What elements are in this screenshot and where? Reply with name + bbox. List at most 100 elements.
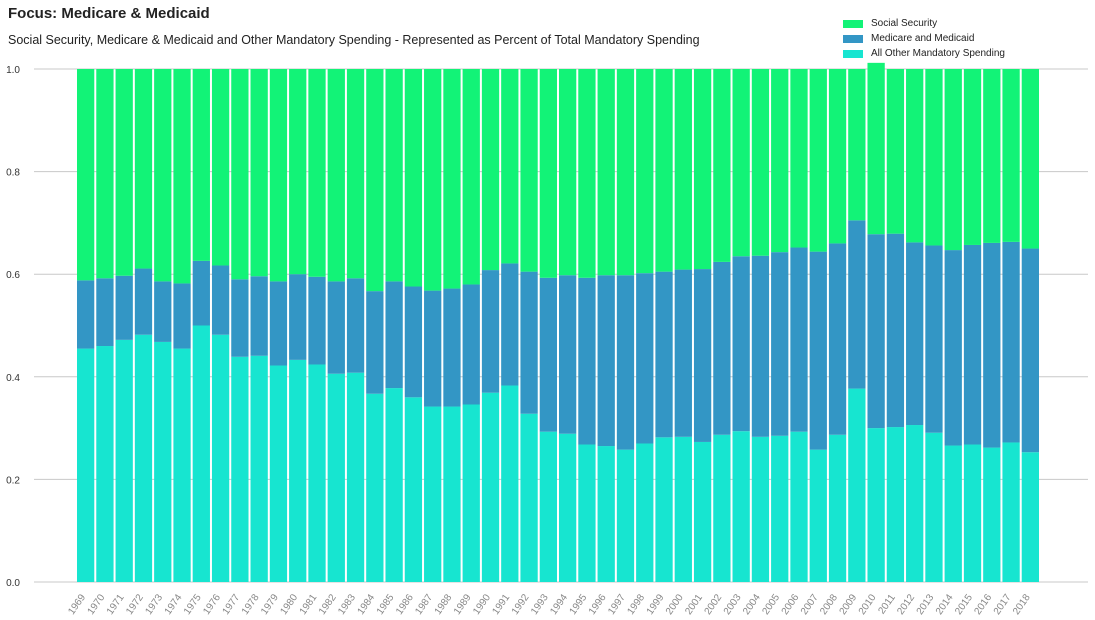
bar-segment-social-security [269, 69, 288, 282]
bar-segment-other [732, 431, 750, 582]
y-tick-label: 0.6 [6, 270, 20, 281]
bar-segment-medicare-medicaid [790, 247, 808, 432]
bar-segment-social-security [462, 69, 480, 285]
x-tick-label: 1971 [105, 592, 127, 617]
bar-segment-social-security [115, 69, 133, 276]
bar-segment-medicare-medicaid [115, 275, 133, 340]
bar-segment-medicare-medicaid [77, 280, 95, 349]
bar-segment-other [539, 431, 557, 582]
bar-segment-social-security [134, 69, 153, 269]
bar-segment-social-security [983, 69, 1001, 243]
bar-segment-other [1002, 442, 1020, 582]
bar-segment-medicare-medicaid [231, 279, 249, 357]
bar-segment-other [366, 393, 384, 582]
bar-segment-medicare-medicaid [346, 278, 365, 373]
y-tick-label: 0.0 [6, 578, 20, 589]
bar-segment-social-security [404, 69, 423, 287]
bar-segment-other [424, 406, 442, 582]
x-tick-label: 1983 [336, 592, 358, 617]
bar-segment-social-security [1021, 69, 1039, 249]
bar-segment-medicare-medicaid [886, 233, 905, 428]
bar-segment-other [674, 436, 692, 582]
bar-segment-social-security [925, 69, 943, 246]
bar-segment-social-security [674, 69, 692, 270]
bar-segment-social-security [848, 69, 866, 221]
bar-segment-other [327, 373, 345, 582]
y-tick-label: 0.8 [6, 168, 20, 179]
bar-segment-social-security [828, 69, 847, 244]
bar-segment-social-security [366, 69, 384, 292]
x-tick-label: 2017 [992, 592, 1014, 617]
bar-segment-other [809, 449, 827, 582]
bar-segment-social-security [963, 69, 982, 245]
bar-segment-medicare-medicaid [501, 263, 519, 386]
x-tick-label: 1974 [163, 592, 185, 617]
bar-segment-medicare-medicaid [424, 290, 442, 407]
x-tick-label: 1990 [471, 592, 493, 617]
bar-segment-medicare-medicaid [616, 275, 635, 450]
x-tick-label: 1979 [259, 592, 281, 617]
x-tick-label: 2012 [895, 592, 917, 617]
bar-segment-other [211, 334, 230, 582]
bar-segment-other [944, 445, 962, 582]
legend-item-social-security: Social Security [843, 16, 1005, 31]
legend-item-medicare-medicaid: Medicare and Medicaid [843, 31, 1005, 46]
x-tick-label: 1969 [66, 592, 88, 617]
x-tick-label: 1995 [568, 592, 590, 617]
bar-segment-other [906, 425, 924, 582]
bar-segment-other [443, 406, 461, 582]
bar-segment-medicare-medicaid [269, 281, 288, 366]
bar-segment-medicare-medicaid [693, 269, 712, 442]
bar-segment-other [771, 435, 789, 582]
bar-segment-medicare-medicaid [848, 220, 866, 389]
bar-segment-medicare-medicaid [289, 274, 307, 360]
bar-segment-other [192, 325, 210, 582]
y-tick-label: 1.0 [6, 65, 20, 76]
bar-segment-other [404, 397, 423, 582]
bar-segment-social-security [154, 69, 172, 282]
x-tick-label: 1988 [433, 592, 455, 617]
bar-segment-social-security [289, 69, 307, 275]
bar-segment-medicare-medicaid [443, 288, 461, 407]
bar-segment-medicare-medicaid [1002, 241, 1020, 443]
bar-segment-social-security [424, 69, 442, 291]
bar-segment-medicare-medicaid [366, 291, 384, 394]
bar-segment-other [867, 428, 885, 582]
bar-segment-medicare-medicaid [867, 234, 885, 429]
bar-segment-other [134, 334, 153, 582]
bar-segment-other [597, 446, 615, 582]
x-tick-label: 2011 [877, 592, 899, 616]
bar-segment-other [462, 404, 480, 582]
bar-segment-social-security [501, 69, 519, 264]
bar-segment-other [925, 432, 943, 582]
bar-segment-medicare-medicaid [983, 242, 1001, 448]
legend-swatch-medicare-medicaid [843, 34, 863, 43]
bar-segment-other [231, 356, 249, 582]
x-tick-label: 2008 [818, 592, 840, 617]
bar-segment-medicare-medicaid [385, 281, 403, 389]
bar-segment-other [751, 436, 770, 582]
bar-segment-social-security [231, 69, 249, 280]
bar-segment-social-security [385, 69, 403, 282]
bar-segment-medicare-medicaid [732, 256, 750, 432]
bar-segment-medicare-medicaid [655, 271, 673, 438]
chart-subtitle: Social Security, Medicare & Medicaid and… [8, 33, 700, 47]
bar-segment-social-security [751, 69, 770, 256]
bar-segment-other [983, 447, 1001, 582]
bar-segment-other [308, 364, 326, 582]
bar-segment-social-security [250, 69, 268, 277]
bar-segment-social-security [520, 69, 538, 272]
bar-segment-other [269, 365, 288, 582]
bar-segment-social-security [77, 69, 95, 281]
bar-segment-other [693, 441, 712, 582]
x-tick-label: 1984 [356, 592, 378, 617]
bar-segment-social-security [443, 69, 461, 289]
x-tick-label: 1996 [587, 592, 609, 617]
x-tick-label: 2002 [703, 592, 725, 617]
x-tick-label: 2014 [934, 592, 956, 617]
bar-segment-other [1021, 452, 1039, 582]
bar-segment-medicare-medicaid [250, 276, 268, 356]
legend-label-social-security: Social Security [871, 18, 938, 29]
x-tick-label: 1999 [645, 592, 667, 617]
bar-segment-other [520, 413, 538, 582]
